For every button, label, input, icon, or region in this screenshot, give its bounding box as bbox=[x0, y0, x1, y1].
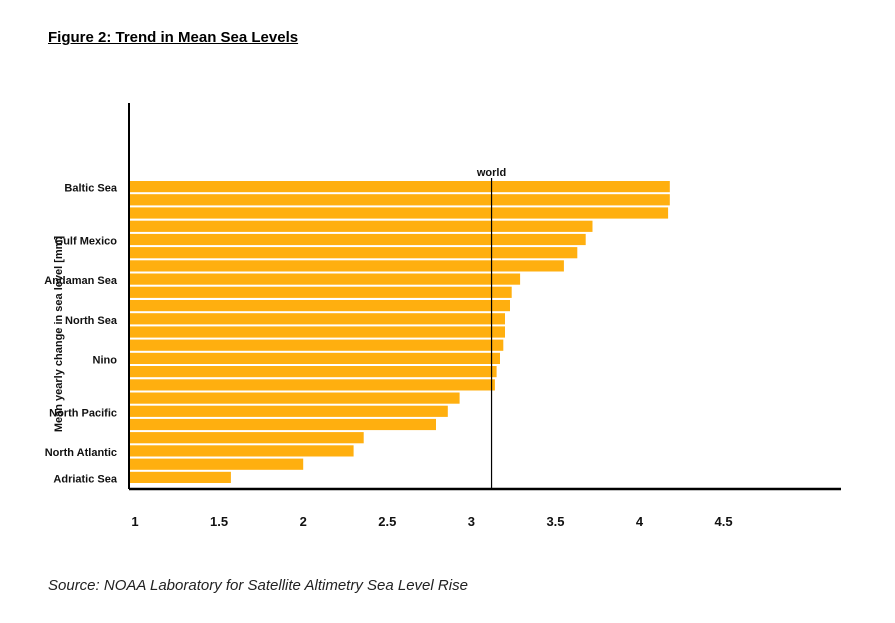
bar bbox=[129, 220, 593, 232]
bar bbox=[129, 379, 495, 391]
bar bbox=[129, 313, 505, 325]
category-label: Gulf Mexico bbox=[55, 236, 118, 248]
x-tick-label: 3 bbox=[468, 514, 475, 529]
bar bbox=[129, 300, 510, 312]
bar bbox=[129, 194, 670, 206]
category-labels: Baltic Sea Gulf Mexico Andaman Sea North Se… bbox=[44, 183, 118, 486]
x-tick-label: 2 bbox=[300, 514, 307, 529]
bar bbox=[129, 445, 354, 457]
category-label: Adriatic Sea bbox=[53, 473, 117, 485]
bar bbox=[129, 181, 670, 193]
bar bbox=[129, 339, 504, 351]
bar bbox=[129, 247, 578, 259]
x-tick-label: 3.5 bbox=[546, 514, 564, 529]
world-reference-label: world bbox=[476, 167, 506, 179]
bar bbox=[129, 326, 505, 338]
bar bbox=[129, 471, 231, 483]
x-tick-label: 1 bbox=[131, 514, 138, 529]
bar bbox=[129, 405, 448, 417]
x-tick-label: 1.5 bbox=[210, 514, 228, 529]
bar bbox=[129, 418, 436, 431]
x-tick-labels: 1 1.5 2 2.5 3 3.5 4 4.5 bbox=[131, 514, 732, 529]
bar bbox=[129, 366, 497, 378]
bar bbox=[129, 392, 460, 404]
category-label: North Sea bbox=[65, 315, 118, 327]
x-tick-label: 2.5 bbox=[378, 514, 396, 529]
category-label: North Atlantic bbox=[45, 447, 117, 459]
category-label: Baltic Sea bbox=[64, 183, 117, 195]
bar bbox=[129, 432, 364, 444]
bar bbox=[129, 273, 521, 285]
bar bbox=[129, 233, 586, 246]
category-label: North Pacific bbox=[49, 407, 117, 419]
bar bbox=[129, 286, 512, 298]
category-label: Nino bbox=[93, 354, 118, 366]
bars-group bbox=[129, 181, 670, 483]
y-axis-label: Mean yearly change in sea level [mm] bbox=[53, 236, 65, 433]
figure-title: Figure 2: Trend in Mean Sea Levels bbox=[48, 29, 299, 46]
bar bbox=[129, 458, 304, 470]
source-caption: Source: NOAA Laboratory for Satellite Al… bbox=[48, 577, 468, 594]
bar bbox=[129, 352, 500, 364]
x-tick-label: 4.5 bbox=[715, 514, 733, 529]
bar bbox=[129, 260, 564, 272]
x-tick-label: 4 bbox=[636, 514, 644, 529]
category-label: Andaman Sea bbox=[44, 275, 118, 287]
bar bbox=[129, 207, 669, 219]
